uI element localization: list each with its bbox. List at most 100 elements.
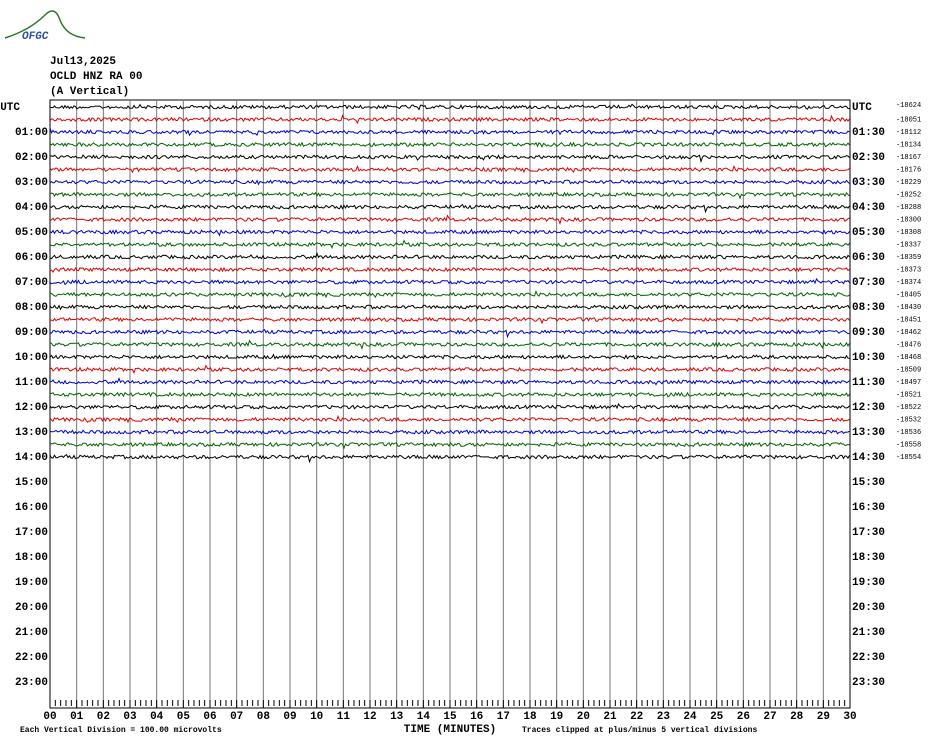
trace-offset: -18476 <box>896 341 921 349</box>
trace <box>49 114 850 125</box>
right-time-label: 19:30 <box>852 577 885 589</box>
date: Jul13,2025 <box>50 56 116 68</box>
right-time-label: 09:30 <box>852 327 885 339</box>
x-tick-label: 24 <box>683 711 697 723</box>
trace <box>49 353 850 360</box>
trace <box>49 328 850 339</box>
x-tick-label: 13 <box>390 711 404 723</box>
trace <box>49 316 850 325</box>
trace <box>49 252 850 260</box>
x-tick-label: 27 <box>763 711 776 723</box>
right-time-label: 05:30 <box>852 227 885 239</box>
trace-offset: -18252 <box>896 191 921 199</box>
left-time-label: 12:00 <box>15 402 48 414</box>
x-tick-label: 02 <box>97 711 110 723</box>
trace <box>49 377 850 386</box>
trace-offset: -18521 <box>896 391 921 399</box>
trace-offset: -18532 <box>896 416 921 424</box>
left-time-label: 04:00 <box>15 202 48 214</box>
left-time-label: 21:00 <box>15 627 48 639</box>
left-time-label: 15:00 <box>15 477 48 489</box>
x-tick-label: 14 <box>417 711 431 723</box>
right-time-label: 16:30 <box>852 502 885 514</box>
left-time-label: 13:00 <box>15 427 48 439</box>
trace <box>49 164 850 174</box>
trace <box>49 154 850 164</box>
trace <box>49 453 850 464</box>
x-tick-label: 11 <box>337 711 351 723</box>
trace <box>49 277 850 286</box>
left-time-label: 11:00 <box>15 377 48 389</box>
x-tick-label: 04 <box>150 711 164 723</box>
right-time-label: 08:30 <box>852 302 885 314</box>
trace <box>49 441 850 450</box>
right-time-label: 06:30 <box>852 252 885 264</box>
right-time-label: 23:30 <box>852 677 885 689</box>
left-time-label: 05:00 <box>15 227 48 239</box>
x-axis-title: TIME (MINUTES) <box>404 724 496 736</box>
trace <box>49 402 850 410</box>
trace-offset: -18308 <box>896 229 921 237</box>
right-time-label: 11:30 <box>852 377 885 389</box>
trace <box>49 127 850 137</box>
trace <box>49 228 850 237</box>
trace-offset: -18430 <box>896 304 921 312</box>
right-time-label: 22:30 <box>852 652 885 664</box>
x-tick-label: 19 <box>550 711 563 723</box>
trace <box>49 364 850 374</box>
trace <box>49 214 850 225</box>
scale-note: Each Vertical Division = 100.00 microvol… <box>20 726 222 735</box>
trace-offset: -18288 <box>896 204 921 212</box>
left-time-label: 08:00 <box>15 302 48 314</box>
clip-note: Traces clipped at plus/minus 5 vertical … <box>522 726 757 735</box>
left-time-label: 09:00 <box>15 327 48 339</box>
right-time-label: 04:30 <box>852 202 885 214</box>
x-tick-label: 17 <box>497 711 510 723</box>
left-time-label: 14:00 <box>15 452 48 464</box>
right-time-label: 21:30 <box>852 627 885 639</box>
x-tick-label: 08 <box>257 711 271 723</box>
x-tick-label: 12 <box>363 711 376 723</box>
trace-offset: -18373 <box>896 266 921 274</box>
left-time-label: 01:00 <box>15 127 48 139</box>
trace-offset: -18337 <box>896 241 921 249</box>
trace <box>49 266 850 274</box>
trace-offset: -18522 <box>896 404 921 412</box>
trace <box>49 203 850 214</box>
x-tick-label: 25 <box>710 711 724 723</box>
trace-offset: -18167 <box>896 154 921 162</box>
trace-offset: -18051 <box>896 116 921 124</box>
trace-offset: -18134 <box>896 141 921 149</box>
trace <box>49 179 850 186</box>
station: OCLD HNZ RA 00 <box>50 71 142 83</box>
trace-offset: -18558 <box>896 441 921 449</box>
trace-offset: -18112 <box>896 129 921 137</box>
left-time-label: 22:00 <box>15 652 48 664</box>
right-time-label: 17:30 <box>852 527 885 539</box>
trace-offset: -18554 <box>896 454 921 462</box>
right-time-label: 18:30 <box>852 552 885 564</box>
left-time-label: 07:00 <box>15 277 48 289</box>
x-tick-label: 10 <box>310 711 323 723</box>
x-tick-label: 20 <box>577 711 590 723</box>
x-tick-label: 00 <box>43 711 56 723</box>
trace-offset: -18468 <box>896 354 921 362</box>
left-time-label: 10:00 <box>15 352 48 364</box>
x-tick-label: 23 <box>657 711 671 723</box>
trace <box>49 415 850 424</box>
logo: OFGC <box>22 31 49 43</box>
x-tick-label: 18 <box>523 711 537 723</box>
x-tick-label: 15 <box>443 711 457 723</box>
trace-offset: -18374 <box>896 279 921 287</box>
trace <box>49 304 850 311</box>
x-tick-label: 06 <box>203 711 216 723</box>
x-tick-label: 21 <box>603 711 617 723</box>
right-time-label: 10:30 <box>852 352 885 364</box>
component: (A Vertical) <box>50 86 129 98</box>
right-time-label: 20:30 <box>852 602 885 614</box>
trace <box>49 429 850 435</box>
trace <box>49 290 850 299</box>
x-tick-label: 22 <box>630 711 643 723</box>
trace-offset: -18462 <box>896 329 921 337</box>
left-time-label: 16:00 <box>15 502 48 514</box>
